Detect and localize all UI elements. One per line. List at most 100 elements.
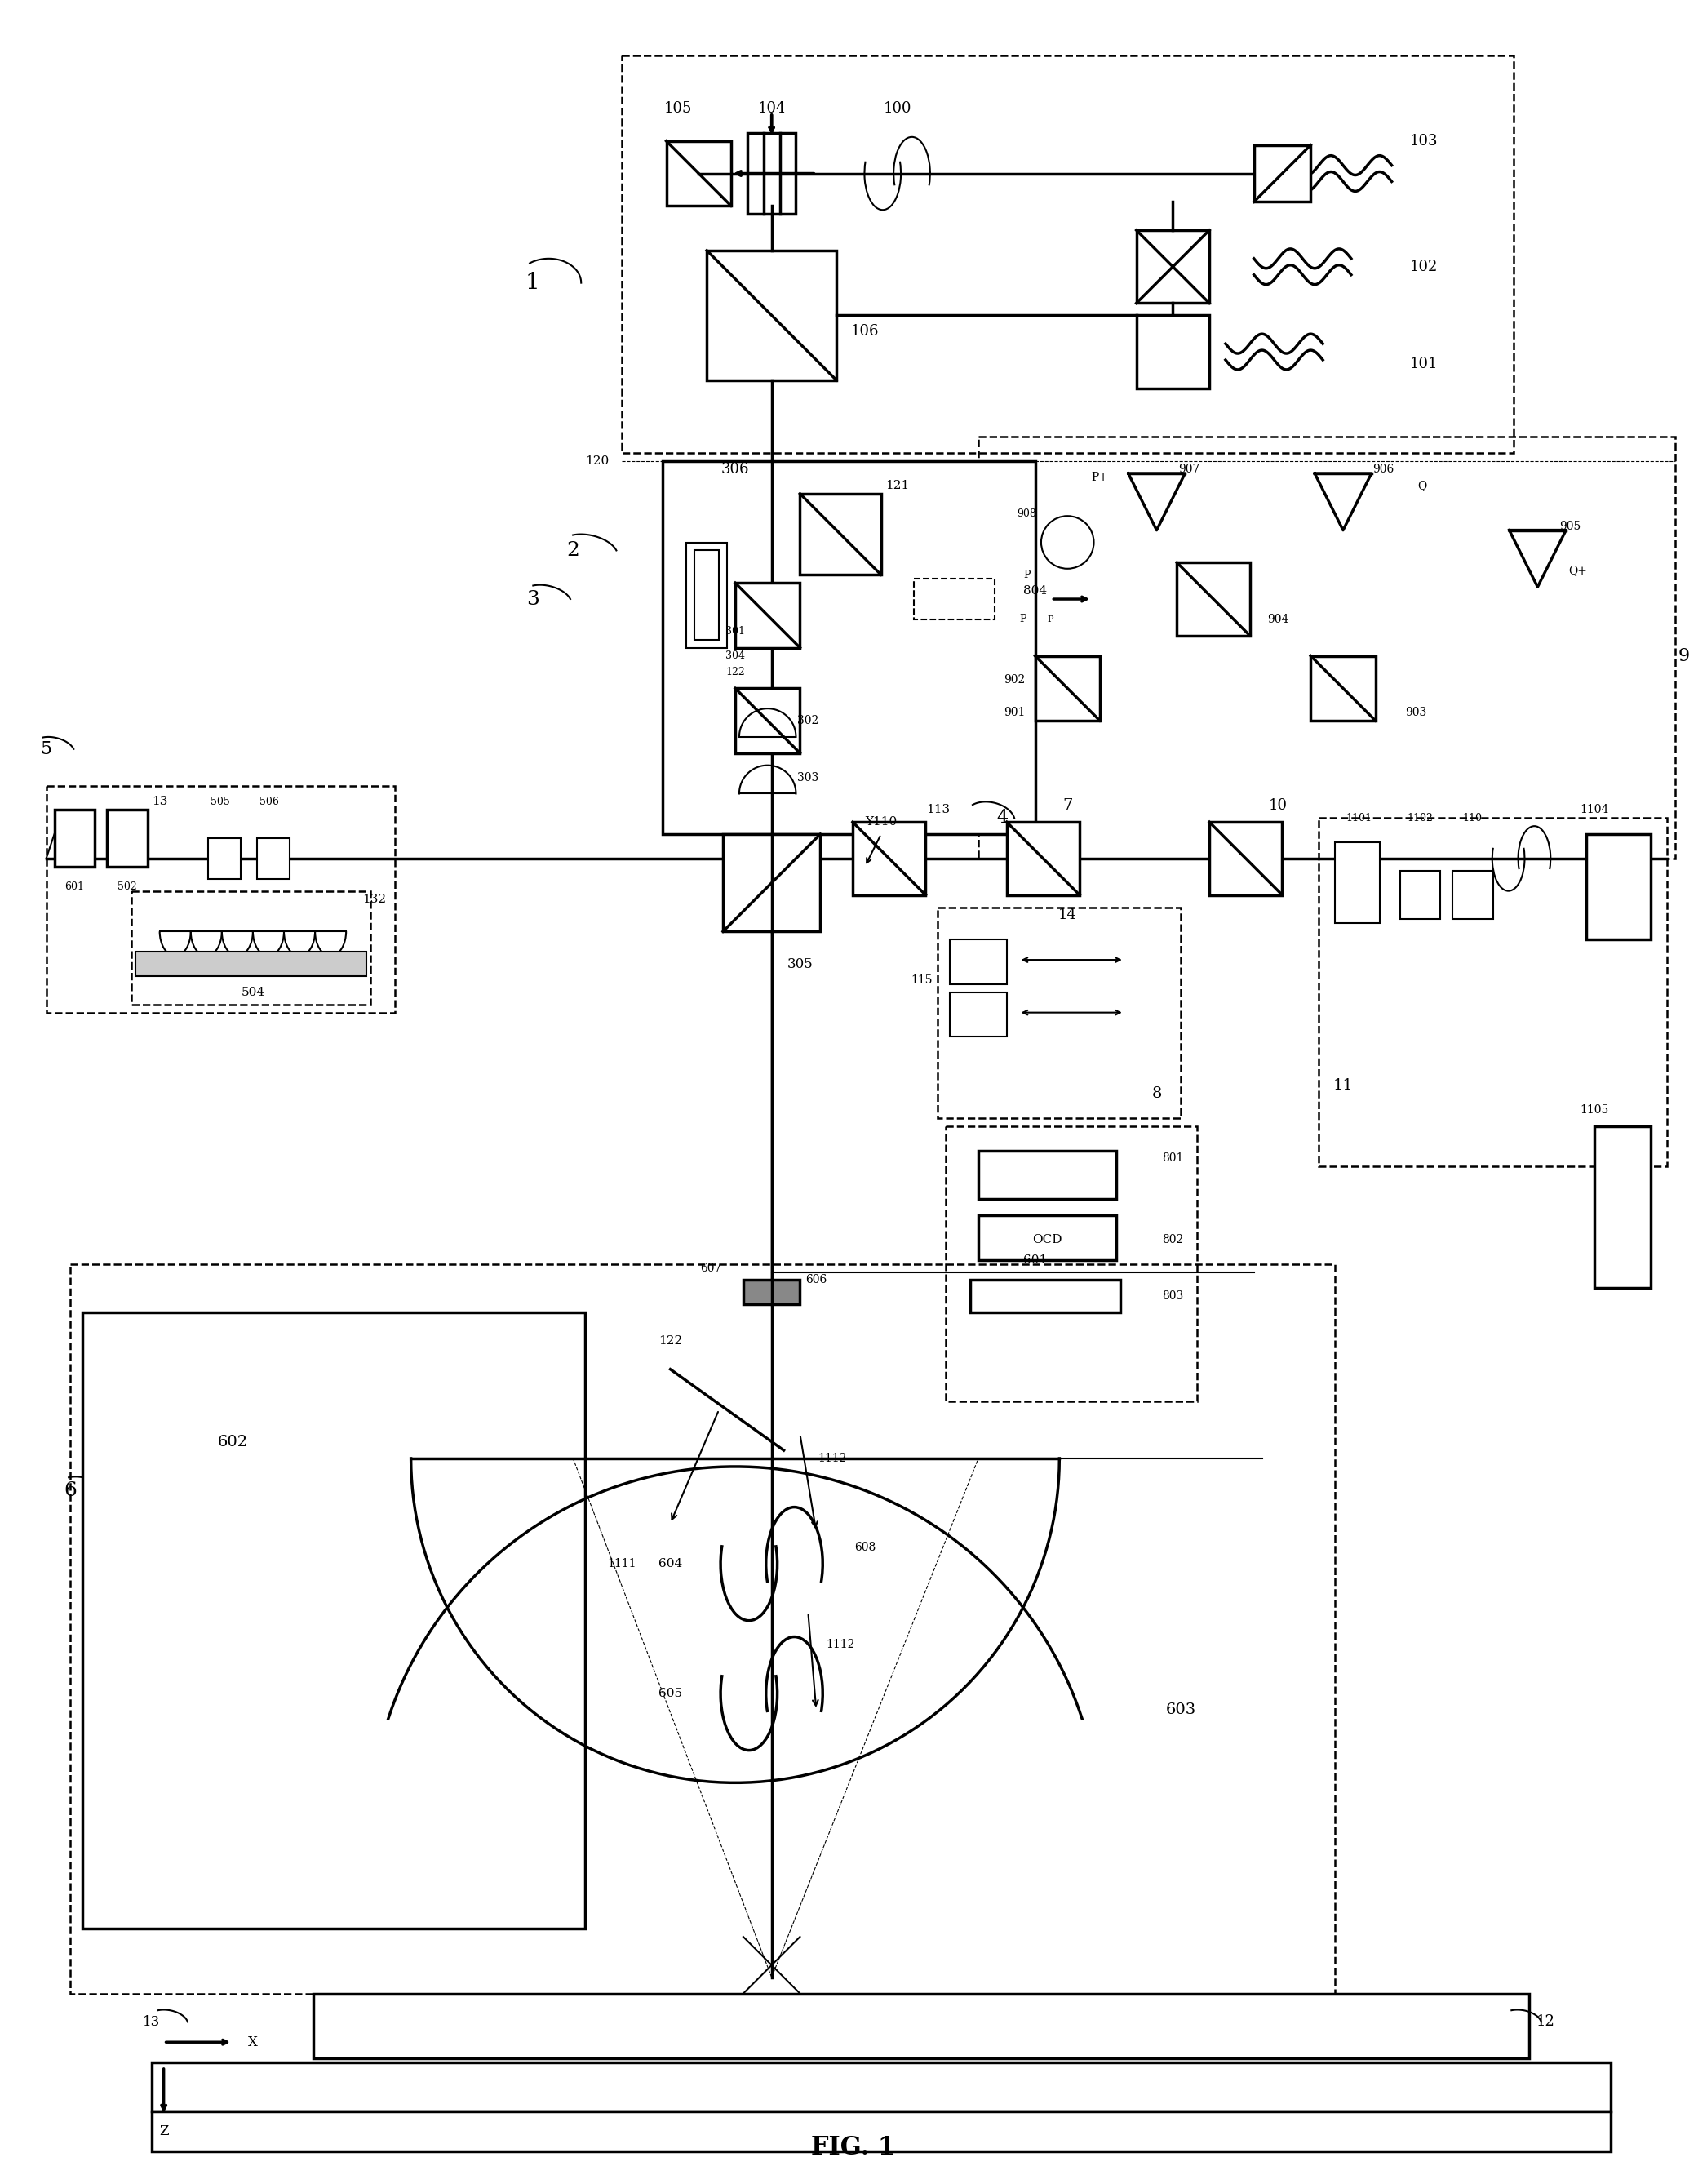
Bar [1176, 563, 1250, 636]
Text: 605: 605 [659, 1688, 683, 1699]
Text: 121: 121 [886, 480, 910, 491]
Text: 115: 115 [912, 974, 932, 985]
Text: X: X [248, 2035, 258, 2049]
Text: 9: 9 [1678, 646, 1690, 664]
Bar [314, 1994, 1529, 2057]
Bar [258, 839, 290, 878]
Text: 14: 14 [1058, 909, 1077, 922]
Text: P: P [1019, 614, 1026, 625]
Text: 113: 113 [925, 804, 949, 815]
Bar [736, 688, 801, 753]
Text: 103: 103 [1410, 133, 1439, 149]
Text: 1105: 1105 [1581, 1105, 1608, 1116]
Bar [1586, 834, 1651, 939]
Bar [951, 992, 1007, 1037]
Bar [1137, 314, 1209, 389]
Text: 304: 304 [725, 651, 744, 662]
Bar [108, 810, 147, 867]
Bar [1137, 229, 1209, 304]
Text: 102: 102 [1410, 260, 1439, 273]
Bar [135, 952, 367, 976]
Text: 6: 6 [65, 1481, 77, 1500]
Text: 901: 901 [1004, 708, 1026, 719]
Text: P-: P- [1046, 616, 1055, 622]
Text: 1111: 1111 [608, 1557, 637, 1570]
Text: 1104: 1104 [1581, 804, 1608, 815]
Bar [743, 1280, 801, 1304]
Text: 907: 907 [1178, 463, 1200, 476]
Text: Q-: Q- [1417, 480, 1430, 491]
Text: Z: Z [159, 2125, 169, 2138]
Bar [946, 1127, 1197, 1402]
Text: 606: 606 [806, 1275, 826, 1286]
Text: 603: 603 [1166, 1701, 1197, 1717]
Bar [978, 437, 1675, 858]
Bar [1400, 871, 1441, 919]
Text: 506: 506 [259, 797, 278, 808]
Text: 12: 12 [1536, 2014, 1555, 2029]
Bar [1320, 819, 1668, 1166]
Text: 122: 122 [725, 666, 744, 677]
Bar [46, 786, 394, 1013]
Bar [970, 1280, 1120, 1313]
Bar [1335, 843, 1379, 924]
Text: 3: 3 [526, 590, 539, 609]
Text: 607: 607 [700, 1262, 722, 1273]
Text: 7: 7 [1062, 799, 1072, 812]
Text: 804: 804 [1022, 585, 1046, 596]
Text: 106: 106 [850, 323, 879, 339]
Text: 110: 110 [1463, 812, 1483, 823]
Text: 803: 803 [1162, 1291, 1183, 1302]
Text: 906: 906 [1372, 463, 1395, 476]
Bar [913, 579, 995, 620]
Text: Y110: Y110 [865, 817, 898, 828]
Text: 8: 8 [1152, 1085, 1162, 1101]
Text: 4: 4 [997, 808, 1009, 828]
Bar [621, 57, 1514, 452]
Bar [951, 939, 1007, 985]
Bar [208, 839, 241, 878]
Text: 601: 601 [65, 882, 84, 893]
Bar [724, 834, 821, 933]
Bar [937, 906, 1181, 1118]
Text: 104: 104 [758, 100, 785, 116]
Bar [1255, 144, 1311, 201]
Text: 502: 502 [118, 882, 137, 893]
Bar [707, 251, 836, 380]
Text: Q+: Q+ [1569, 566, 1588, 577]
Bar [1453, 871, 1494, 919]
Text: 505: 505 [210, 797, 230, 808]
Bar [1034, 655, 1099, 721]
Text: 602: 602 [217, 1435, 248, 1450]
Text: 504: 504 [241, 987, 265, 998]
Bar [854, 821, 925, 895]
Text: 302: 302 [797, 714, 819, 727]
Bar [55, 810, 96, 867]
Text: 908: 908 [1017, 509, 1036, 520]
Text: 903: 903 [1405, 708, 1427, 719]
Bar [978, 1214, 1116, 1260]
Text: 305: 305 [787, 957, 813, 972]
Bar [152, 2062, 1610, 2112]
Bar [1311, 655, 1376, 721]
Bar [801, 494, 881, 574]
Bar [662, 461, 1034, 834]
Text: 801: 801 [1162, 1153, 1183, 1164]
Text: P: P [1024, 570, 1031, 581]
Text: 101: 101 [1410, 356, 1439, 371]
Bar [748, 133, 795, 214]
Text: 1112: 1112 [826, 1640, 855, 1651]
Text: 11: 11 [1333, 1079, 1354, 1092]
Text: FIG. 1: FIG. 1 [811, 2136, 896, 2160]
Bar [70, 1265, 1335, 1994]
Bar [662, 494, 824, 778]
Text: 904: 904 [1268, 614, 1289, 625]
Text: 13: 13 [152, 795, 167, 808]
Bar [736, 583, 801, 649]
Text: 905: 905 [1558, 520, 1581, 533]
Bar [1007, 821, 1079, 895]
Text: 902: 902 [1004, 675, 1026, 686]
Text: 122: 122 [659, 1334, 683, 1348]
Text: 601: 601 [1022, 1254, 1046, 1265]
Text: 120: 120 [586, 456, 609, 467]
